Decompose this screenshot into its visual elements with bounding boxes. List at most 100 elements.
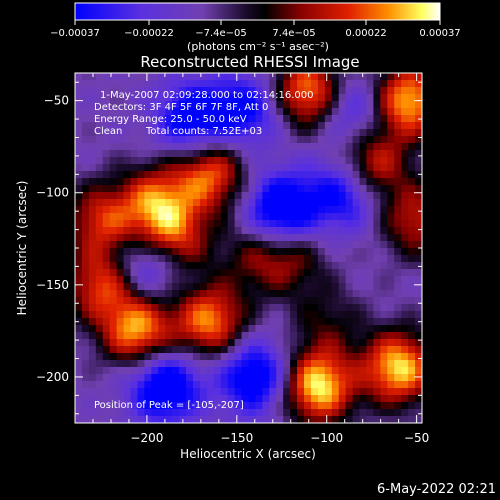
heatmap-cell [172,353,180,361]
heatmap-cell [130,80,139,88]
heatmap-cell [297,241,305,249]
heatmap-cell [297,262,305,270]
heatmap-cell [401,276,409,284]
heatmap-cell [102,290,111,298]
heatmap-cell [331,297,340,305]
heatmap-cell [380,122,388,130]
heatmap-cell [317,304,326,312]
heatmap-cell [380,381,388,389]
heatmap-cell [394,395,402,403]
heatmap-cell [324,213,333,221]
heatmap-cell [317,157,326,165]
heatmap-cell [297,304,305,312]
heatmap-cell [269,374,277,382]
heatmap-cell [269,143,277,151]
heatmap-cell [310,374,319,382]
heatmap-cell [130,388,139,396]
heatmap-cell [338,213,347,221]
heatmap-cell [81,248,90,256]
heatmap-cell [304,283,312,291]
heatmap-cell [137,332,145,340]
heatmap-cell [401,297,409,305]
heatmap-cell [255,346,263,354]
heatmap-cell [88,388,97,396]
heatmap-cell [144,136,152,144]
heatmap-cell [359,157,368,165]
heatmap-cell [387,339,395,347]
heatmap-cell [109,367,118,375]
heatmap-cell [324,150,333,158]
heatmap-cell [158,80,166,88]
heatmap-cell [248,248,257,256]
heatmap-cell [192,164,201,172]
heatmap-cell [304,101,312,109]
heatmap-cell [213,325,222,333]
heatmap-cell [192,185,201,193]
heatmap-cell [408,220,416,228]
heatmap-cell [220,388,229,396]
heatmap-cell [297,311,305,319]
heatmap-cell [123,94,132,102]
heatmap-cell [95,136,104,144]
heatmap-cell [213,388,222,396]
heatmap-cell [186,73,194,81]
heatmap-cell [151,304,159,312]
heatmap-cell [172,192,180,200]
heatmap-cell [220,332,229,340]
heatmap-cell [324,325,333,333]
heatmap-cell [158,283,166,291]
heatmap-cell [408,283,416,291]
heatmap-cell [172,143,180,151]
heatmap-cell [227,143,236,151]
heatmap-cell [317,339,326,347]
heatmap-cell [151,213,159,221]
heatmap-cell [220,94,229,102]
heatmap-cell [345,115,354,123]
colorbar-gradient [74,2,441,21]
heatmap-cell [81,192,90,200]
heatmap-cell [394,199,402,207]
heatmap-cell [137,185,145,193]
heatmap-cell [408,311,416,319]
heatmap-cell [179,304,187,312]
heatmap-cell [199,192,208,200]
heatmap-cell [276,290,284,298]
heatmap-cell [165,409,173,417]
heatmap-cell [179,94,187,102]
heatmap-cell [109,199,118,207]
heatmap-cell [290,416,298,423]
heatmap-cell [220,318,229,326]
heatmap-cell [324,381,333,389]
heatmap-cell [373,171,381,179]
heatmap-cell [373,178,381,186]
heatmap-cell [241,171,250,179]
heatmap-cell [213,227,222,235]
heatmap-cell [165,199,173,207]
heatmap-cell [234,381,243,389]
heatmap-cell [331,332,340,340]
heatmap-cell [234,241,243,249]
heatmap-cell [144,276,152,284]
heatmap-cell [373,311,381,319]
heatmap-cell [380,318,388,326]
heatmap-cell [130,276,139,284]
heatmap-cell [297,325,305,333]
heatmap-cell [75,367,83,375]
heatmap-cell [130,395,139,403]
heatmap-cell [415,241,422,249]
heatmap-cell [262,220,270,228]
heatmap-cell [304,199,312,207]
heatmap-cell [324,101,333,109]
heatmap-cell [338,115,347,123]
heatmap-cell [380,178,388,186]
heatmap-cell [359,409,368,417]
heatmap-cell [199,94,208,102]
heatmap-cell [373,185,381,193]
heatmap-cell [290,185,298,193]
heatmap-cell [116,402,125,410]
heatmap-cell [338,80,347,88]
heatmap-cell [401,304,409,312]
heatmap-cell [262,213,270,221]
heatmap-cell [366,87,375,95]
heatmap-cell [88,395,97,403]
